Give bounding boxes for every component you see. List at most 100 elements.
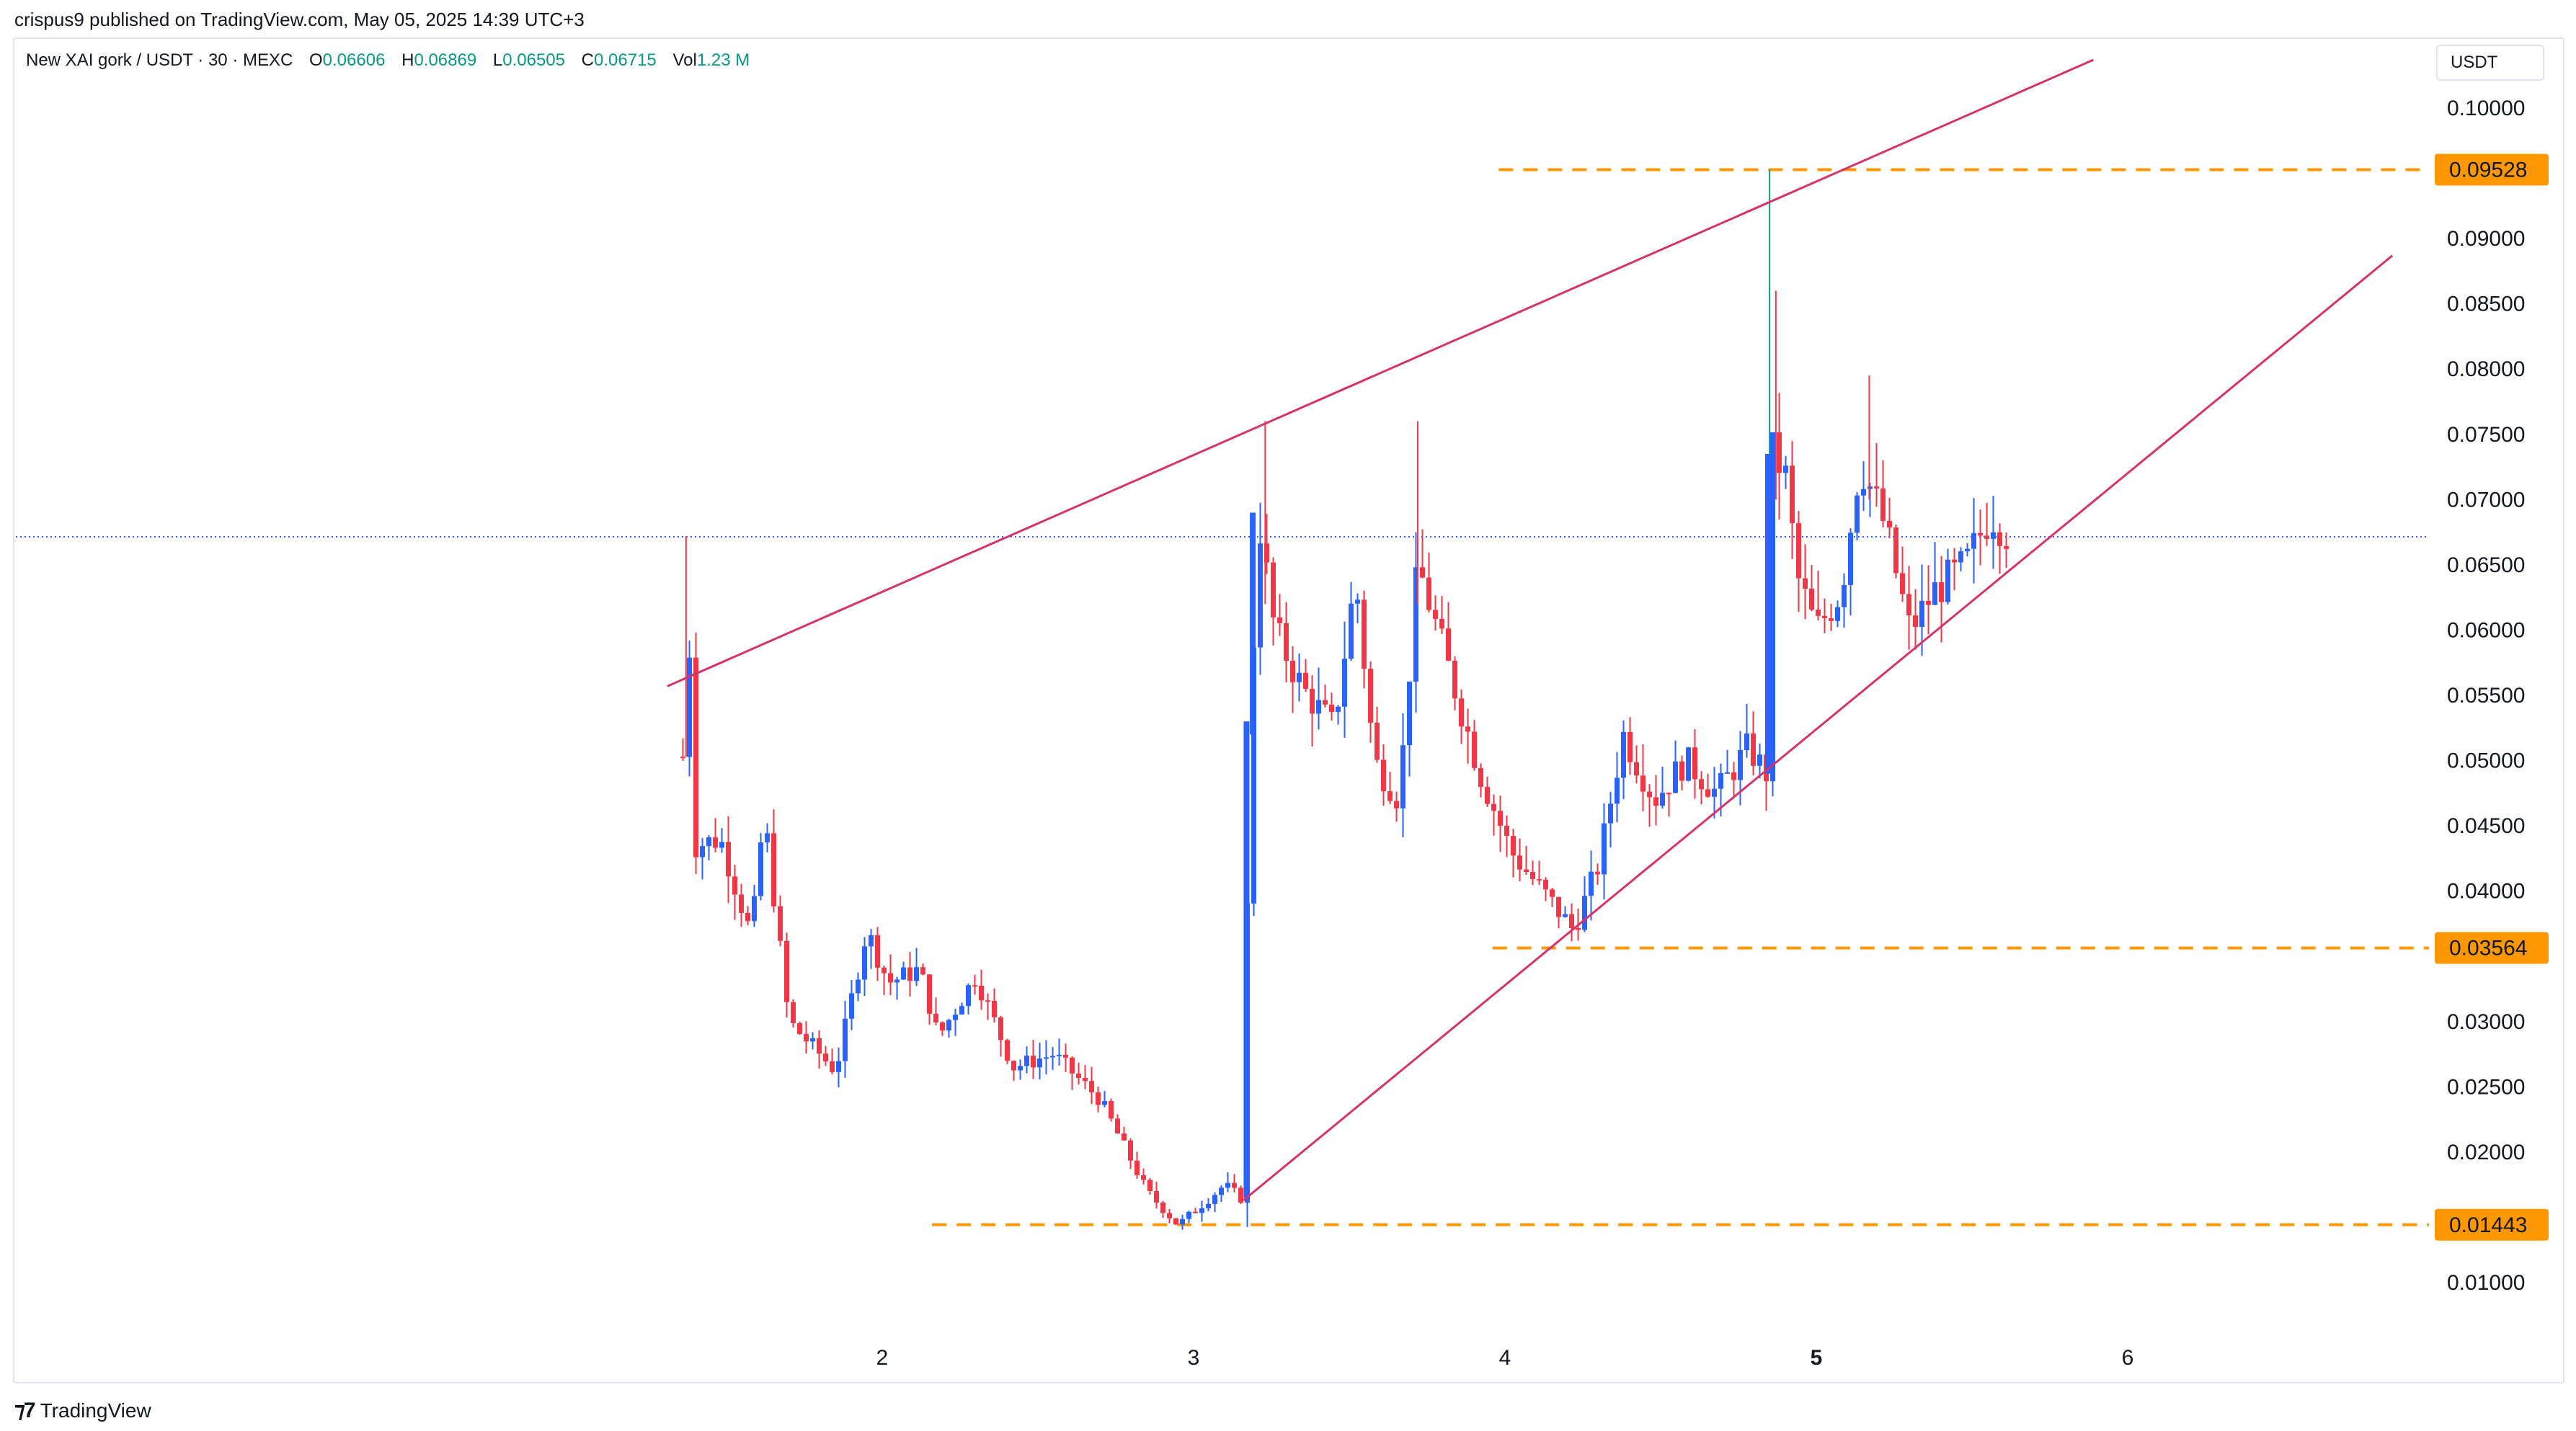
candle-body bbox=[933, 1013, 939, 1022]
candle-body bbox=[1362, 599, 1367, 669]
candle bbox=[1063, 1043, 1069, 1072]
candle-body bbox=[1478, 767, 1484, 788]
candle-body bbox=[680, 757, 686, 759]
candle-body bbox=[1186, 1211, 1192, 1219]
impulse-candle-body bbox=[1250, 512, 1256, 735]
candle-body bbox=[1822, 615, 1828, 619]
candle-body bbox=[1757, 754, 1763, 766]
candle-body bbox=[1770, 432, 1776, 782]
candle bbox=[1316, 667, 1322, 730]
low-value: 0.06505 bbox=[502, 50, 565, 70]
candle bbox=[959, 1002, 965, 1015]
candle-body bbox=[1381, 759, 1387, 792]
candle-body bbox=[1329, 704, 1335, 713]
candle bbox=[706, 835, 712, 861]
y-tick-label: 0.02000 bbox=[2447, 1141, 2525, 1164]
candle-body bbox=[1134, 1160, 1140, 1175]
candle-body bbox=[687, 657, 693, 757]
candle bbox=[1407, 681, 1413, 777]
candle bbox=[791, 999, 796, 1028]
candle bbox=[1193, 1208, 1199, 1213]
candle-body bbox=[1939, 582, 1945, 602]
candle bbox=[1134, 1151, 1140, 1180]
candle bbox=[1958, 547, 1964, 571]
candle bbox=[1705, 773, 1711, 798]
y-tick-label: 0.04000 bbox=[2447, 880, 2525, 904]
candle-body bbox=[1965, 548, 1971, 552]
candle bbox=[888, 954, 894, 996]
candle bbox=[1673, 740, 1679, 793]
candle-body bbox=[1913, 615, 1919, 627]
tradingview-logo[interactable]: ⁊7 TradingView bbox=[14, 1398, 151, 1423]
candle-body bbox=[1407, 681, 1413, 746]
candle-body bbox=[1128, 1140, 1134, 1161]
candle bbox=[817, 1030, 822, 1069]
candle bbox=[1219, 1185, 1225, 1203]
candle bbox=[1329, 692, 1335, 721]
candle bbox=[1874, 442, 1880, 507]
candle-body bbox=[1199, 1208, 1205, 1213]
candle-body bbox=[1096, 1092, 1101, 1105]
candle-body bbox=[1615, 777, 1620, 804]
candle bbox=[1634, 745, 1640, 784]
candle-body bbox=[2004, 545, 2009, 549]
candle bbox=[1258, 502, 1263, 675]
candle-body bbox=[1349, 603, 1354, 659]
candle bbox=[998, 1015, 1004, 1057]
candle-body bbox=[1783, 465, 1789, 473]
candle bbox=[1913, 589, 1919, 650]
candle-body bbox=[1336, 706, 1341, 713]
candle-body bbox=[1251, 647, 1257, 904]
candle bbox=[1511, 829, 1516, 878]
candle-body bbox=[823, 1053, 829, 1062]
candle-body bbox=[901, 967, 907, 980]
candle-body bbox=[1050, 1056, 1056, 1058]
candle-body bbox=[784, 940, 790, 1002]
trendline bbox=[1243, 254, 2394, 1202]
y-tick-label: 0.03000 bbox=[2447, 1010, 2525, 1034]
candle bbox=[901, 961, 907, 981]
candle bbox=[700, 838, 706, 880]
symbol-name[interactable]: New XAI gork / USDT · 30 · MEXC bbox=[26, 50, 293, 70]
candle bbox=[836, 1047, 842, 1088]
candle-body bbox=[719, 842, 725, 848]
candle-body bbox=[998, 1017, 1004, 1040]
candle-body bbox=[1725, 772, 1731, 774]
volume-value: 1.23 M bbox=[696, 50, 750, 70]
candle bbox=[1770, 432, 1776, 797]
candle bbox=[693, 633, 699, 874]
candle bbox=[1926, 565, 1932, 635]
candle-body bbox=[1984, 535, 1990, 539]
candle-body bbox=[940, 1022, 946, 1031]
candle bbox=[1070, 1056, 1075, 1090]
candle-body bbox=[966, 985, 972, 1007]
candle-body bbox=[1433, 610, 1439, 619]
candle bbox=[1420, 529, 1426, 579]
candle bbox=[1465, 708, 1471, 764]
candle-body bbox=[1906, 594, 1912, 616]
candle-body bbox=[1316, 700, 1322, 714]
candle bbox=[1212, 1192, 1218, 1212]
candle-body bbox=[1083, 1077, 1088, 1082]
candle bbox=[1842, 573, 1847, 628]
candle-body bbox=[1011, 1061, 1017, 1071]
candle bbox=[1115, 1114, 1121, 1134]
candle-body bbox=[1323, 700, 1328, 705]
candle bbox=[1186, 1211, 1192, 1223]
candle bbox=[1751, 711, 1756, 776]
candle bbox=[1355, 593, 1361, 624]
candle bbox=[1225, 1172, 1231, 1192]
close-label: C bbox=[581, 50, 595, 70]
candle-body bbox=[1524, 869, 1529, 873]
level-label-box bbox=[2435, 932, 2549, 964]
candle-body bbox=[1751, 733, 1756, 766]
candle bbox=[1018, 1059, 1023, 1080]
currency-button[interactable]: USDT bbox=[2436, 45, 2544, 81]
y-tick-label: 0.04500 bbox=[2447, 814, 2525, 838]
candle-body bbox=[1952, 559, 1958, 563]
y-tick-label: 0.07500 bbox=[2447, 423, 2525, 447]
publisher-line: crispus9 published on TradingView.com, M… bbox=[14, 9, 585, 30]
candle-body bbox=[1861, 489, 1867, 496]
candle-body bbox=[1699, 779, 1705, 790]
